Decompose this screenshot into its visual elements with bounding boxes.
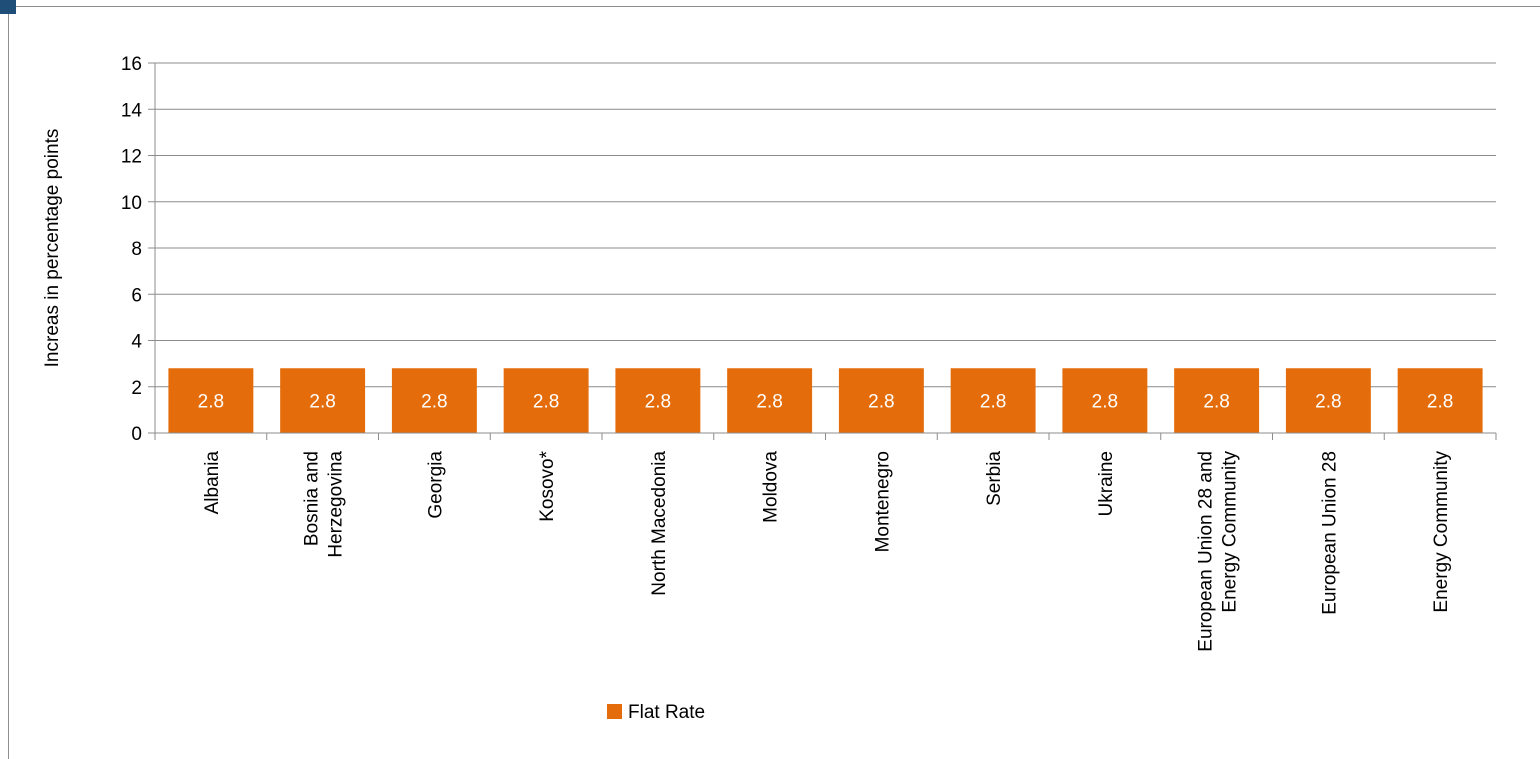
bar-value-label: 2.8 [309,392,335,413]
x-category-label: Ukraine [1096,451,1117,516]
bar-value-label: 2.8 [645,392,671,413]
x-category-label: Kosovo* [537,450,558,521]
bar [1062,368,1148,433]
x-category-label: Energy Community [1220,451,1241,613]
gridlines [155,62,1496,388]
legend-swatch [607,704,622,719]
y-tick-label: 4 [131,332,142,353]
bar [168,368,254,433]
x-category-label: European Union 28 and [1196,451,1217,652]
y-tick-label: 0 [131,424,142,445]
bar [1397,368,1483,433]
x-category-label: Georgia [425,451,446,519]
bar-value-label: 2.8 [1203,392,1229,413]
bar [1174,368,1260,433]
y-tick-label: 6 [131,285,142,306]
bar [1285,368,1371,433]
x-axis-labels: Albania Bosnia and Herzegovina Georgia Kosov… [202,450,1452,651]
y-tick-label: 2 [131,378,142,399]
axes [154,63,1497,440]
bars: 2.8 2.8 2.8 2.8 2.8 2.8 2.8 2.8 2.8 2.8 2.8 2.8 [168,368,1483,433]
bar-value-label: 2.8 [198,392,224,413]
bar-value-label: 2.8 [1427,392,1453,413]
x-category-label: Serbia [984,451,1005,506]
y-tick-label: 12 [121,147,142,168]
bar [950,368,1036,433]
bar [727,368,813,433]
x-category-label: European Union 28 [1319,451,1340,615]
bar [838,368,924,433]
y-tick-label: 10 [121,193,142,214]
x-category-label: Albania [202,451,223,515]
bar-value-label: 2.8 [421,392,447,413]
y-tick-label: 16 [121,54,142,75]
x-category-label: Energy Community [1431,451,1452,613]
bar-value-label: 2.8 [1092,392,1118,413]
bar [615,368,701,433]
bar [503,368,589,433]
x-category-label: Moldova [761,451,782,523]
bar [391,368,477,433]
x-category-label: North Macedonia [649,451,670,596]
bar-value-label: 2.8 [756,392,782,413]
y-tick-label: 8 [131,239,142,260]
bar-value-label: 2.8 [980,392,1006,413]
y-axis-ticks: 0 2 4 6 8 10 12 14 16 [121,54,155,445]
corner-marker [0,0,16,14]
legend: Flat Rate [607,702,705,723]
x-category-label: Montenegro [872,451,893,552]
x-category-label: Bosnia and [302,451,323,546]
bar-value-label: 2.8 [868,392,894,413]
y-axis-label: Increas in percentage points [42,129,63,368]
legend-label: Flat Rate [628,702,705,723]
y-tick-label: 14 [121,100,143,121]
chart-frame [8,6,1540,759]
bar [280,368,366,433]
bar-value-label: 2.8 [533,392,559,413]
x-category-label: Herzegovina [326,451,347,558]
bar-value-label: 2.8 [1315,392,1341,413]
